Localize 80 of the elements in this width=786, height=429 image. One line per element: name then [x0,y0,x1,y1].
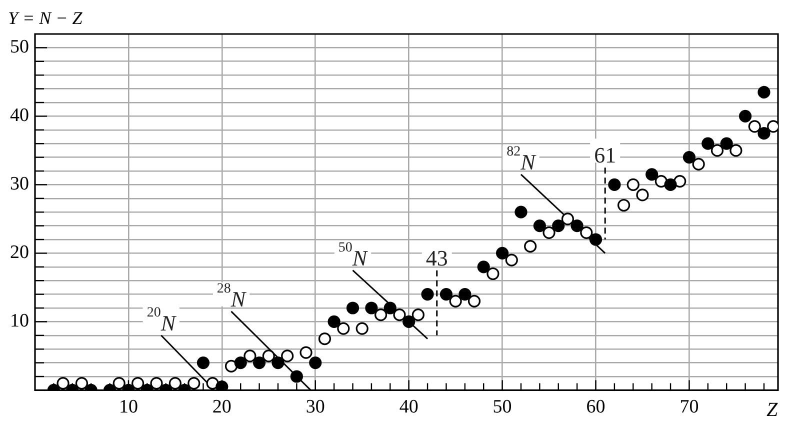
point [514,206,528,218]
point [337,322,350,335]
point [458,288,472,301]
x-tick-label: 60 [586,396,606,418]
point [524,240,537,253]
point [449,294,462,308]
point [244,350,256,362]
point [309,356,322,370]
point [646,168,658,181]
point [272,356,284,370]
point [748,120,761,133]
point [421,288,434,301]
point [188,377,200,390]
x-tick-label: 30 [306,396,325,418]
y-tick-label: 20 [10,242,29,264]
point [608,178,621,191]
point [56,377,70,390]
y-axis-title: Y = N − Z [8,8,84,28]
point [570,220,584,232]
point [589,233,602,246]
point [505,254,518,266]
point [626,178,640,191]
x-tick-label: 10 [118,396,138,418]
point [552,220,565,232]
point [617,198,630,212]
point [682,151,696,164]
point [710,144,724,157]
point [393,308,406,322]
point [720,137,733,150]
point [234,356,247,370]
point [440,288,453,301]
point [262,350,275,362]
point [664,178,677,191]
point [290,370,303,383]
point [328,315,340,328]
point [674,174,686,188]
point [318,332,332,346]
point [384,302,396,314]
point [730,144,742,157]
point [758,86,770,99]
series-label: 43 [426,245,448,270]
point [150,377,163,390]
point [758,127,770,140]
y-tick-label: 40 [10,105,29,126]
y-tick-label: 50 [10,36,29,58]
point [580,226,593,239]
point [412,308,424,322]
point [402,315,416,328]
point [75,377,88,390]
series-label: 61 [594,142,616,168]
x-tick-label: 40 [399,396,418,418]
x-axis-title: Z [766,399,778,422]
point [636,188,649,202]
point [112,377,126,390]
point [468,294,481,308]
x-tick-label: 70 [680,396,699,418]
point [496,246,509,260]
point [346,302,360,314]
point [168,377,182,390]
point [365,302,378,314]
point [132,377,144,390]
point [738,110,752,122]
point [692,158,705,170]
point [206,377,219,390]
point [542,226,556,239]
x-tick-label: 50 [492,396,512,418]
point [300,346,312,359]
point [281,350,294,362]
point [702,137,714,150]
point [561,212,574,226]
y-tick-label: 30 [10,174,29,195]
point [196,356,210,370]
point [356,322,368,335]
x-tick-label: 20 [212,396,232,418]
point [477,260,490,274]
point [533,220,546,232]
point [374,308,388,322]
point [486,267,500,280]
point [253,356,266,370]
y-tick-label: 10 [10,310,29,332]
